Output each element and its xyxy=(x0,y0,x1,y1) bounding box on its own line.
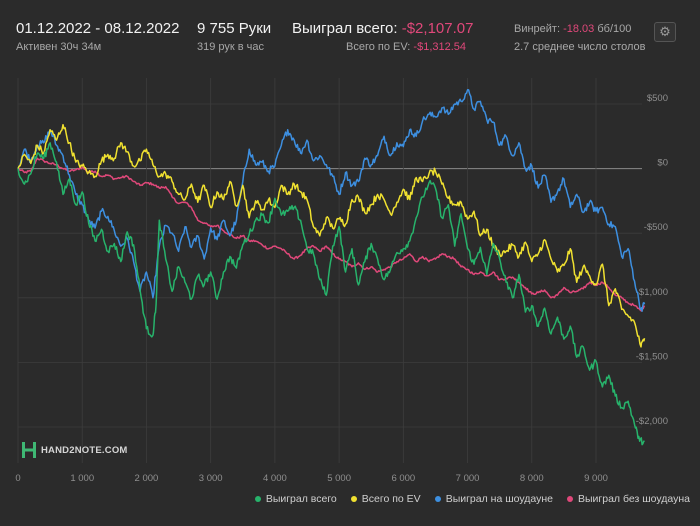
winrate-label: Винрейт: xyxy=(514,23,561,35)
legend-label: Выиграл без шоудауна xyxy=(578,493,690,505)
hands-count: 9 755 Руки xyxy=(197,20,272,37)
date-range: 01.12.2022 - 08.12.2022 xyxy=(16,20,180,37)
y-tick-label: $500 xyxy=(647,93,668,104)
series-lines xyxy=(17,89,646,446)
x-tick-label: 8 000 xyxy=(520,473,544,484)
y-tick-label: -$1,000 xyxy=(636,287,668,298)
series-line-1 xyxy=(17,123,646,348)
avg-tables: 2.7 среднее число столов xyxy=(514,41,646,53)
y-tick-label: -$1,500 xyxy=(636,351,668,362)
legend-dot xyxy=(434,496,441,502)
hand2note-logo: HAND2NOTE.COM xyxy=(22,442,128,458)
legend-item-non-showdown[interactable]: Выиграл без шоудауна xyxy=(567,493,690,505)
series-line-0 xyxy=(17,142,645,446)
x-tick-label: 0 xyxy=(15,473,20,484)
legend-item-showdown[interactable]: Выиграл на шоудауне xyxy=(434,493,553,505)
y-tick-label: $0 xyxy=(657,158,668,169)
hand2note-logo-icon xyxy=(22,442,36,458)
won-total-value: -$2,107.07 xyxy=(401,20,474,37)
x-tick-label: 1 000 xyxy=(70,473,94,484)
x-tick-label: 2 000 xyxy=(135,473,159,484)
gear-icon: ⚙ xyxy=(659,24,671,39)
y-axis-ticks: $500 $0 -$500 -$1,000 -$1,500 -$2,000 xyxy=(636,93,668,427)
x-axis-ticks: 0 1 000 2 000 3 000 4 000 5 000 6 000 7 000 8 00… xyxy=(15,473,608,484)
legend-label: Выиграл всего xyxy=(265,493,337,505)
chart-legend: Выиграл всего Всего по EV Выиграл на шоу… xyxy=(0,493,690,505)
hands-per-hour: 319 рук в час xyxy=(197,41,265,53)
x-tick-label: 5 000 xyxy=(327,473,351,484)
y-tick-label: -$500 xyxy=(644,222,668,233)
legend-label: Всего по EV xyxy=(361,493,421,505)
won-total-label: Выиграл всего: xyxy=(292,20,398,37)
x-tick-label: 9 000 xyxy=(584,473,608,484)
legend-item-won-total[interactable]: Выиграл всего xyxy=(254,493,337,505)
winrate-unit: бб/100 xyxy=(597,23,632,35)
legend-label: Выиграл на шоудауне xyxy=(445,493,553,505)
settings-button[interactable]: ⚙ xyxy=(654,22,676,42)
x-tick-label: 7 000 xyxy=(456,473,480,484)
ev-total-label: Всего по EV: xyxy=(346,41,411,53)
legend-dot xyxy=(254,496,261,502)
winrate-value: -18.03 xyxy=(563,23,595,35)
x-tick-label: 4 000 xyxy=(263,473,287,484)
winrate: Винрейт: -18.03 бб/100 xyxy=(514,23,631,35)
active-time: Активен 30ч 34м xyxy=(16,41,102,53)
legend-item-ev-total[interactable]: Всего по EV xyxy=(350,493,421,505)
series-line-2 xyxy=(17,89,646,312)
won-total: Выиграл всего: -$2,107.07 xyxy=(292,20,473,37)
legend-dot xyxy=(350,496,357,502)
y-tick-label: -$2,000 xyxy=(636,416,668,427)
hand2note-logo-text: HAND2NOTE.COM xyxy=(41,444,128,456)
series-line-3 xyxy=(17,157,646,312)
x-tick-label: 3 000 xyxy=(199,473,223,484)
ev-total-value: -$1,312.54 xyxy=(413,41,467,53)
ev-total: Всего по EV: -$1,312.54 xyxy=(346,41,466,53)
x-tick-label: 6 000 xyxy=(391,473,415,484)
legend-dot xyxy=(567,496,573,502)
